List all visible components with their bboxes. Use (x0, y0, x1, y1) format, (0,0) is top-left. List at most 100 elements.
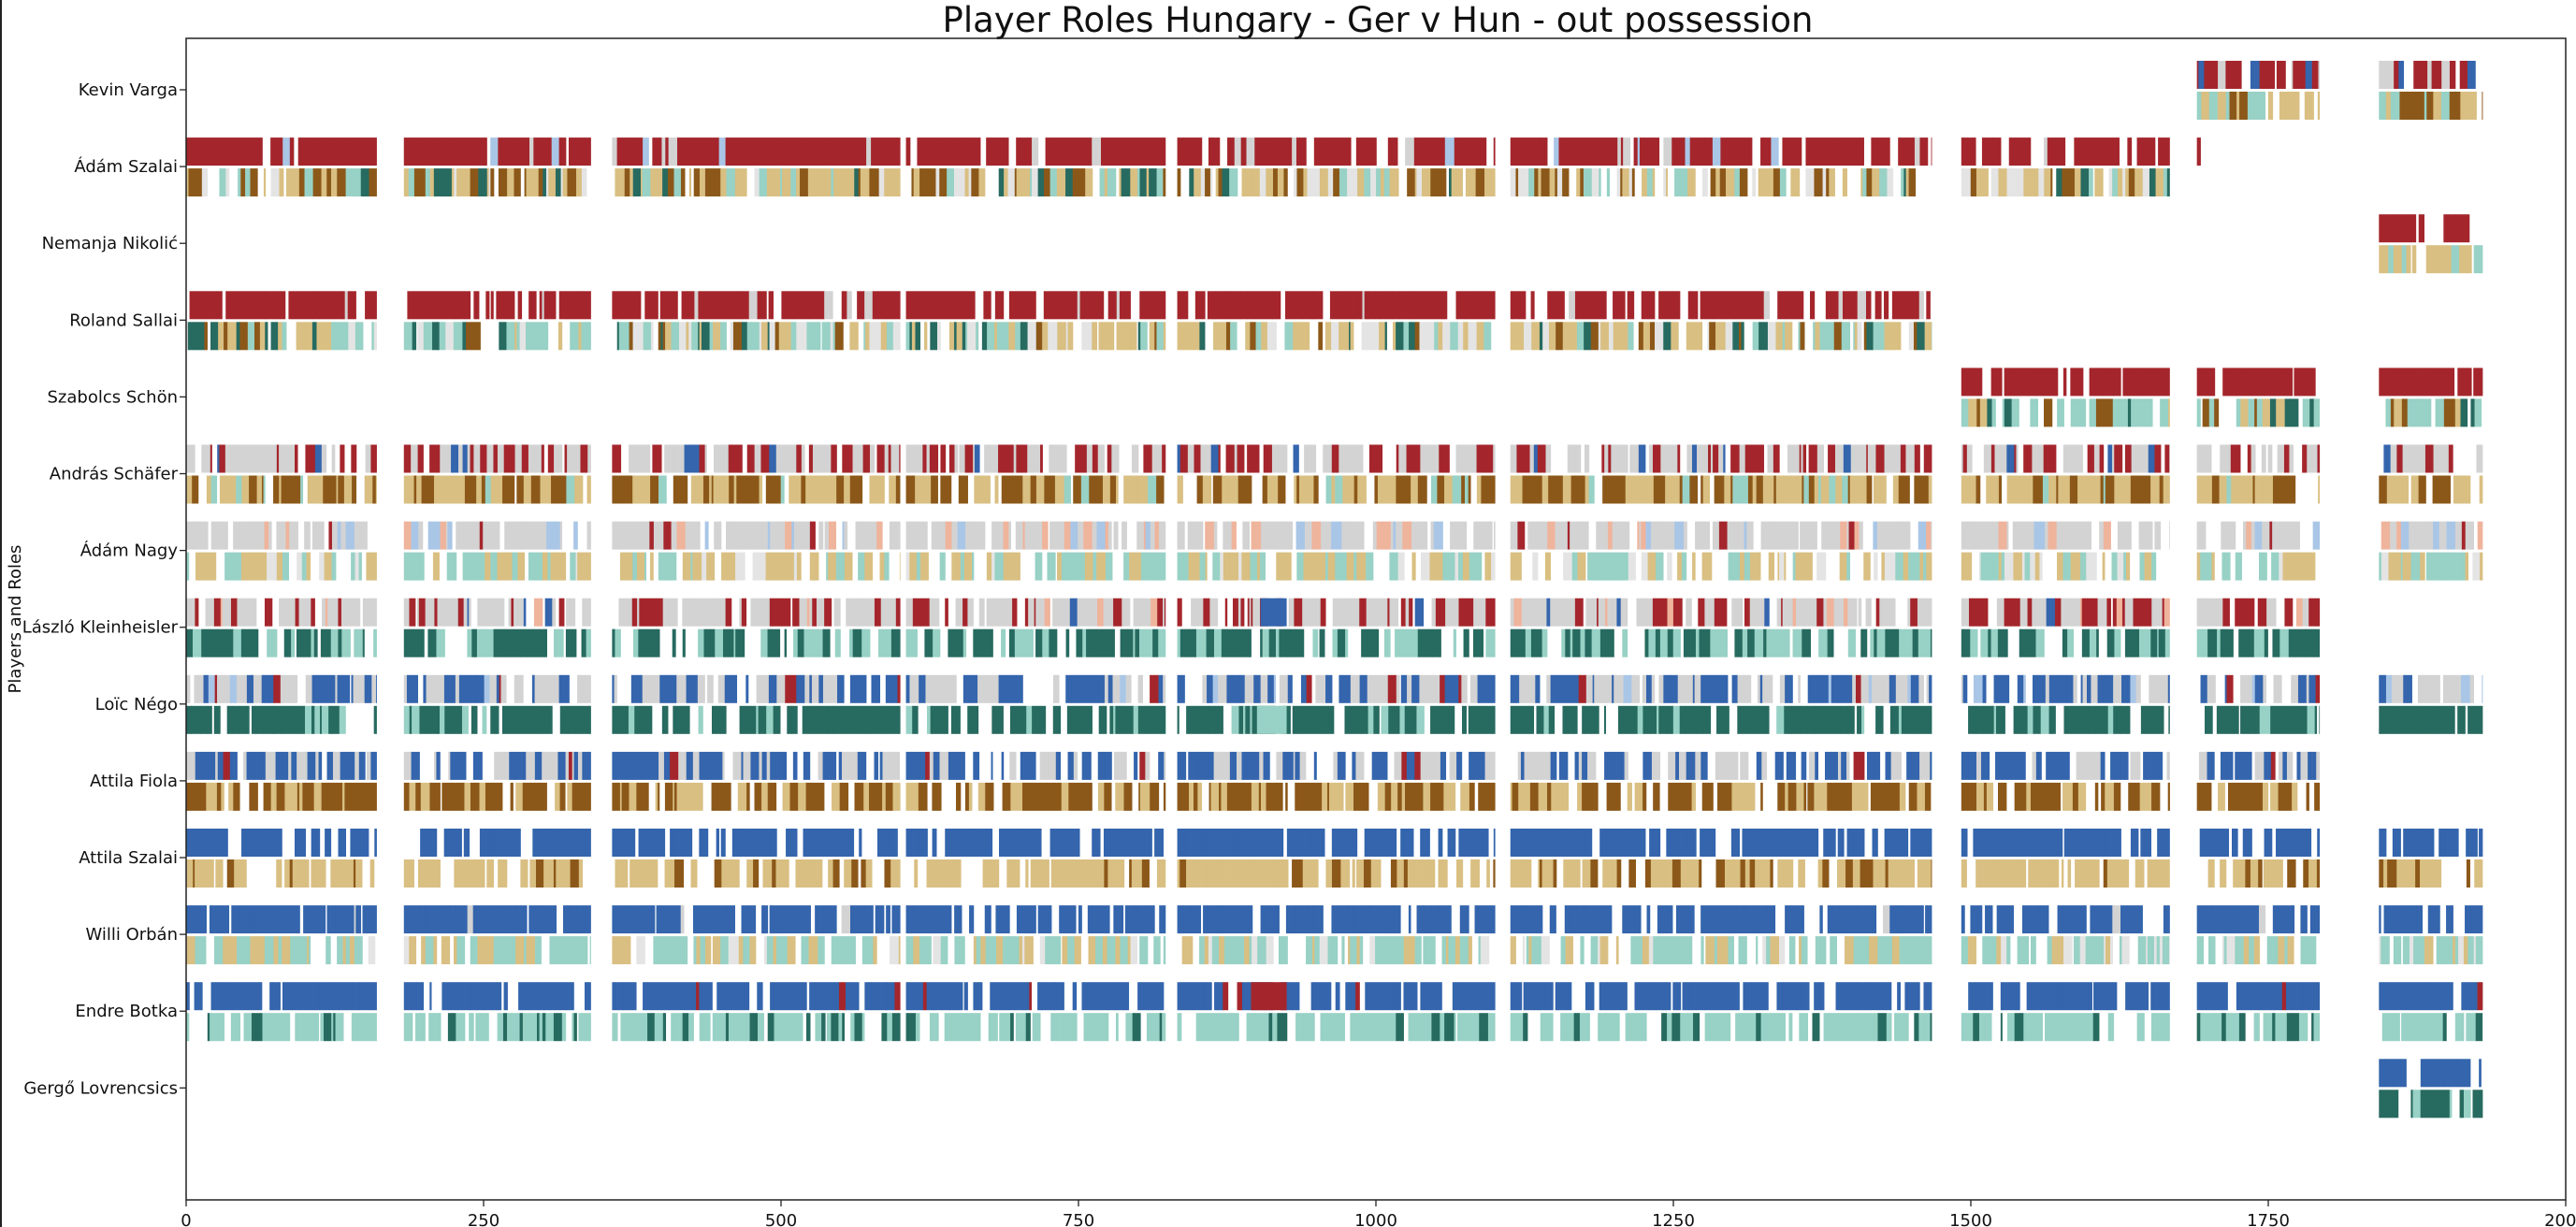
role-bar-top (1802, 521, 1808, 550)
role-bar-top (365, 291, 368, 320)
role-bar-bottom (1679, 475, 1684, 504)
role-bar-bottom (1563, 552, 1573, 581)
role-bar-top (2221, 444, 2225, 473)
role-bar-top (954, 444, 959, 473)
role-bar-top (1749, 598, 1758, 627)
role-bar-bottom (2105, 782, 2115, 811)
chart-title: Player Roles Hungary - Ger v Hun - out p… (943, 0, 1814, 40)
role-bar-top (992, 598, 1001, 627)
role-bar-bottom (1622, 168, 1630, 197)
role-bar-top (1760, 521, 1770, 550)
role-bar-top (254, 674, 263, 703)
role-bar-top (1865, 291, 1872, 320)
role-bar-bottom (2439, 475, 2443, 504)
role-bar-top (558, 674, 563, 703)
role-bar-bottom (1326, 705, 1335, 734)
role-bar-bottom (662, 322, 666, 351)
role-bar-top (708, 291, 716, 320)
role-bar-bottom (327, 552, 332, 581)
role-bar-bottom (2460, 398, 2468, 427)
role-bar-bottom (849, 322, 859, 351)
role-bar-bottom (1742, 628, 1748, 657)
role-bar-top (1587, 598, 1598, 627)
role-bar-top (246, 674, 254, 703)
role-bar-bottom (798, 782, 803, 811)
role-bar-top (1824, 829, 1831, 857)
role-bar-top (986, 598, 994, 627)
role-bar-bottom (854, 168, 860, 197)
role-bar-top (2044, 137, 2048, 166)
role-bar-bottom (643, 322, 648, 351)
role-bar-bottom (263, 782, 272, 811)
role-bar-bottom (1016, 168, 1023, 197)
role-bar-bottom (1130, 168, 1138, 197)
role-bar-bottom (1485, 628, 1491, 657)
role-bar-bottom (427, 628, 430, 657)
role-bar-bottom (1331, 475, 1336, 504)
role-bar-bottom (338, 859, 348, 888)
role-bar-bottom (1049, 168, 1058, 197)
role-bar-bottom (1284, 552, 1292, 581)
role-bar-bottom (2388, 705, 2395, 734)
role-bar-bottom (186, 628, 194, 657)
role-bar-bottom (733, 475, 737, 504)
role-bar-top (1109, 137, 1119, 166)
role-bar-top (772, 751, 774, 780)
role-bar-top (1543, 598, 1547, 627)
role-bar-top (1104, 674, 1109, 703)
role-bar-top (694, 291, 699, 320)
role-bar-top (1558, 137, 1566, 166)
role-bar-bottom (1184, 782, 1190, 811)
role-bar-top (566, 598, 571, 627)
role-bar-top (1375, 291, 1381, 320)
role-bar-top (497, 444, 505, 473)
role-bar-top (2306, 829, 2312, 857)
role-bar-bottom (1620, 168, 1623, 197)
role-bar-top (895, 137, 901, 166)
role-bar-top (2310, 444, 2318, 473)
role-bar-top (1860, 674, 1867, 703)
role-bar-bottom (2262, 398, 2271, 427)
role-bar-bottom (2207, 552, 2212, 581)
role-bar-top (1419, 674, 1428, 703)
role-bar-top (2477, 521, 2483, 550)
role-block-top (1260, 598, 1287, 627)
player-row-adam-szalai (186, 137, 2201, 197)
role-bar-bottom (2026, 782, 2032, 811)
role-bar-top (847, 137, 851, 166)
role-bar-bottom (1986, 552, 1990, 581)
role-bar-top (586, 829, 591, 857)
role-bar-top (2112, 444, 2115, 473)
role-bar-top (781, 751, 785, 780)
role-bar-top (1208, 137, 1213, 166)
role-bar-top (2020, 368, 2028, 397)
role-bar-bottom (948, 475, 952, 504)
role-bar-top (1814, 598, 1817, 627)
role-bar-top (2067, 598, 2075, 627)
role-bar-bottom (734, 168, 744, 197)
role-bar-bottom (1327, 552, 1331, 581)
role-bar-top (1821, 521, 1829, 550)
role-bar-bottom (2236, 398, 2241, 427)
role-bar-top (420, 829, 428, 857)
role-bar-top (1545, 444, 1552, 473)
role-bar-top (1648, 137, 1654, 166)
role-bar-bottom (194, 322, 202, 351)
role-bar-top (1877, 444, 1885, 473)
role-bar-top (425, 598, 435, 627)
role-bar-top (1660, 444, 1666, 473)
role-bar-top (1069, 137, 1079, 166)
role-bar-bottom (1576, 322, 1585, 351)
role-bar-top (1493, 521, 1496, 550)
role-bar-bottom (1298, 705, 1303, 734)
role-bar-top (1925, 598, 1932, 627)
role-bar-top (1458, 521, 1468, 550)
role-bar-top (1894, 291, 1902, 320)
role-bar-top (222, 674, 231, 703)
role-bar-bottom (1606, 168, 1610, 197)
role-bar-top (2396, 444, 2404, 473)
role-bar-top (642, 751, 652, 780)
role-bar-top (2424, 829, 2432, 857)
role-bar-top (1885, 137, 1890, 166)
role-bar-top (2035, 751, 2042, 780)
